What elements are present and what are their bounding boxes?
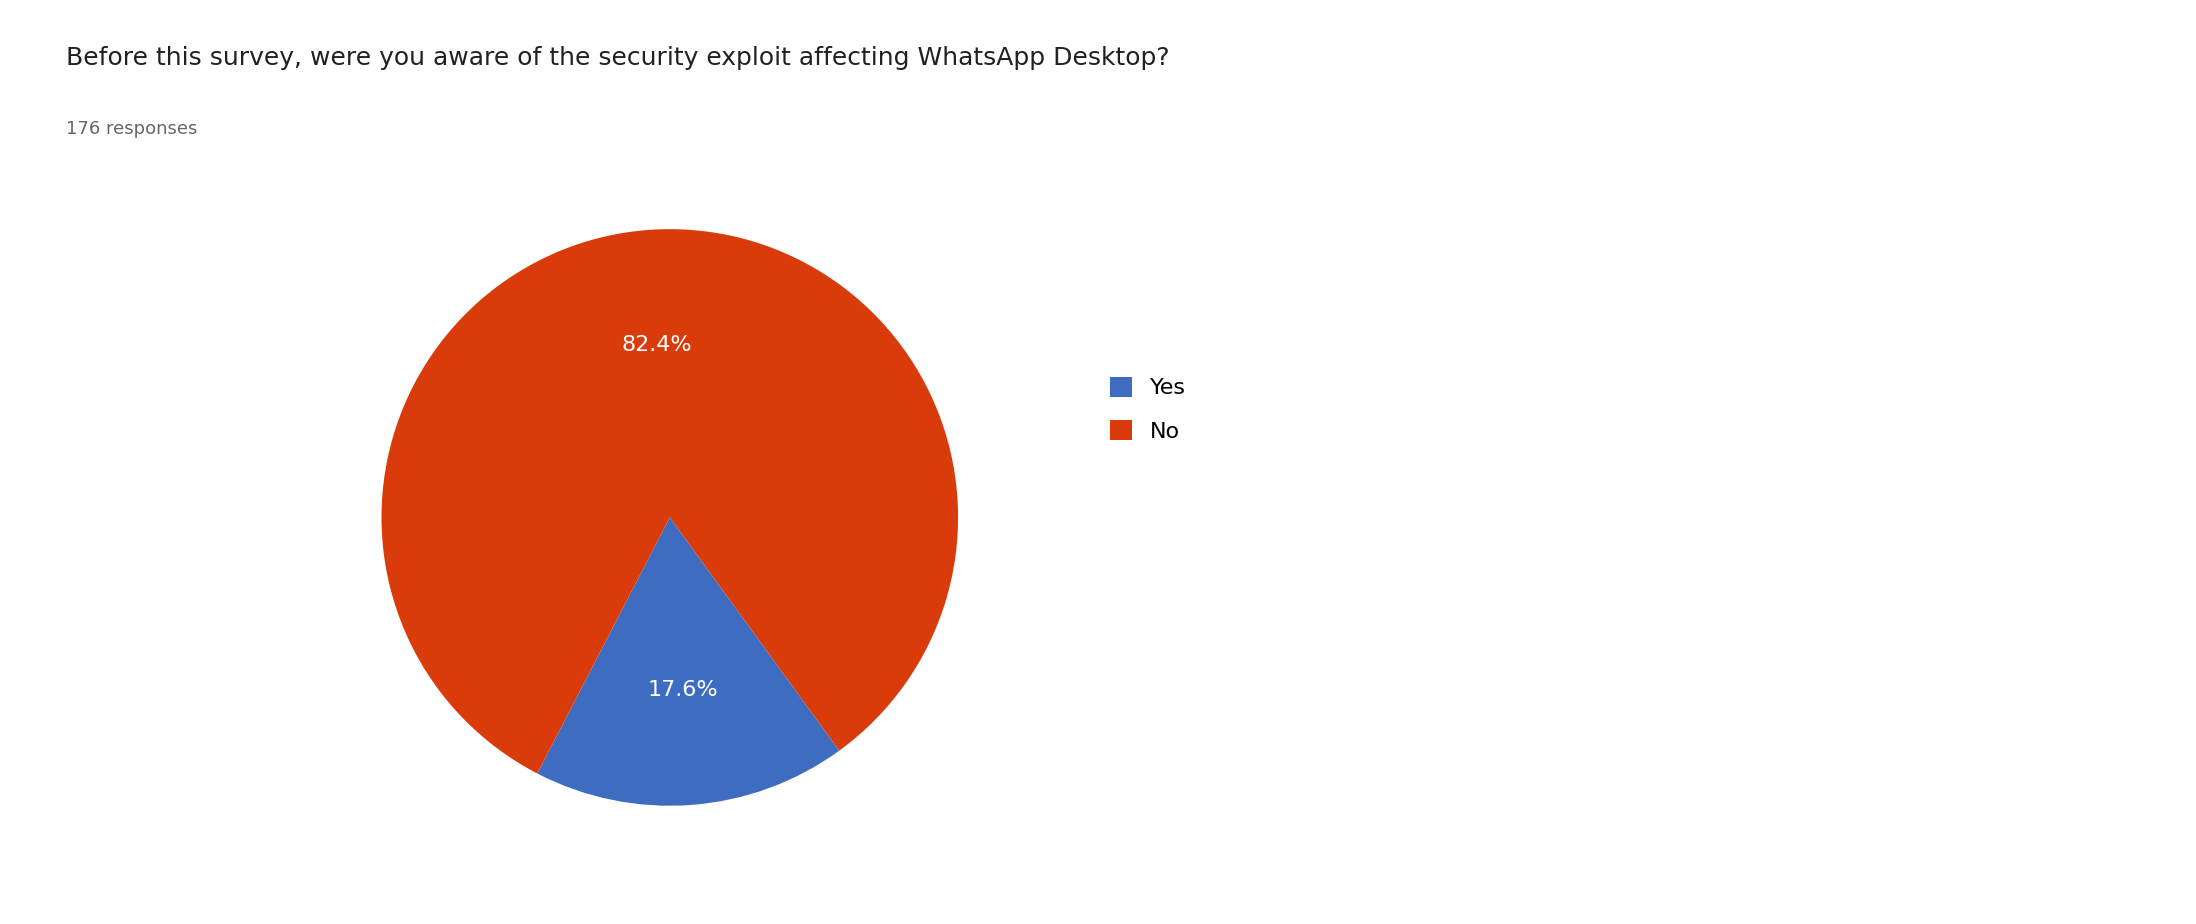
Legend: Yes, No: Yes, No xyxy=(1098,366,1197,453)
Text: 176 responses: 176 responses xyxy=(66,120,198,138)
Text: 17.6%: 17.6% xyxy=(648,680,718,699)
Text: 82.4%: 82.4% xyxy=(621,335,692,355)
Wedge shape xyxy=(538,517,839,806)
Text: Before this survey, were you aware of the security exploit affecting WhatsApp De: Before this survey, were you aware of th… xyxy=(66,46,1170,70)
Wedge shape xyxy=(382,229,957,773)
